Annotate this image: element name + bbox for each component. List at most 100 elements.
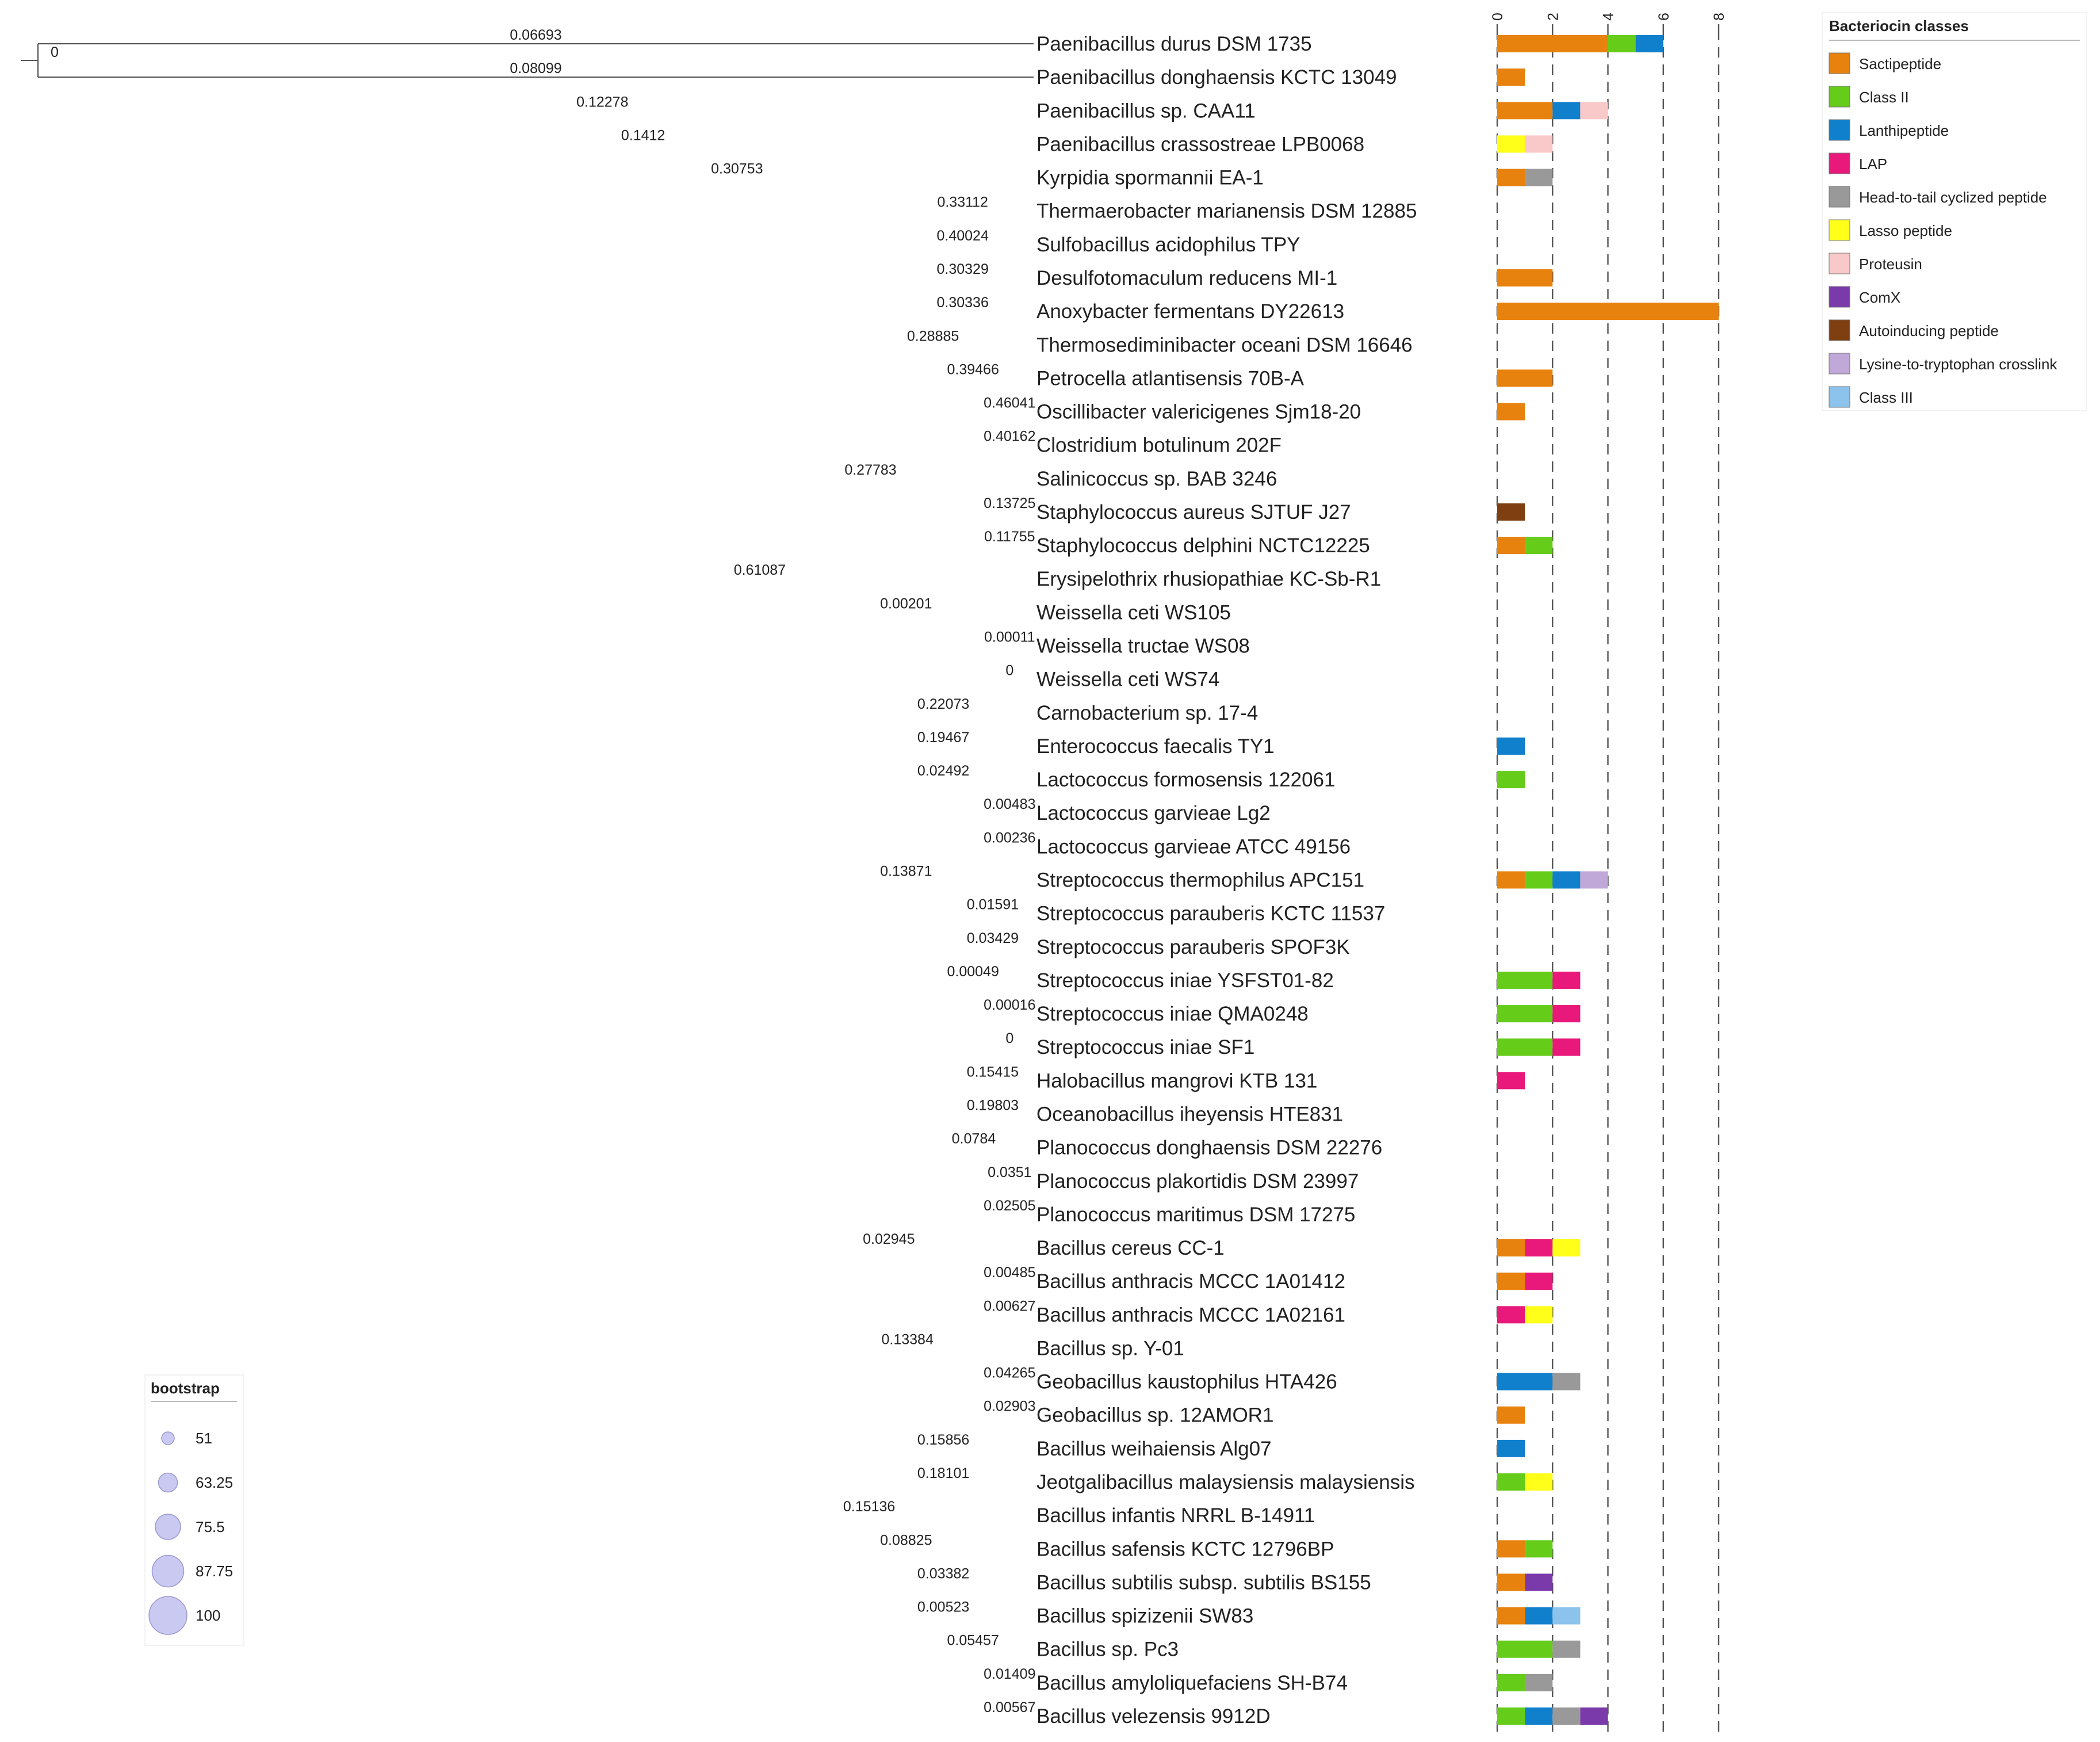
bar-segment — [1497, 1573, 1525, 1591]
legend-swatch — [1829, 119, 1850, 141]
tip-label: Anoxybacter fermentans DY22613 — [1036, 300, 1344, 323]
chart-tick-label: 2 — [1545, 13, 1561, 21]
legend-swatch — [1829, 286, 1850, 308]
bar-segment — [1525, 169, 1553, 186]
tip-label: Sulfobacillus acidophilus TPY — [1036, 234, 1300, 256]
tip-branch-length: 0.30336 — [937, 295, 989, 311]
tip-labels: Paenibacillus durus DSM 1735 Paenibacillu… — [1036, 33, 1417, 1728]
tip-label: Streptococcus parauberis SPOF3K — [1036, 936, 1350, 958]
tip-label: Salinicoccus sp. BAB 3246 — [1036, 468, 1277, 490]
bar-segment — [1525, 1473, 1553, 1491]
tip-branch-length: 0.02903 — [984, 1399, 1035, 1415]
legend-label: Lysine-to-tryptophan crosslink — [1859, 356, 2057, 373]
legend-title: Bacteriocin classes — [1829, 17, 1969, 35]
tip-label: Thermaerobacter marianensis DSM 12885 — [1036, 200, 1417, 223]
tip-branch-length: 0.02492 — [917, 763, 969, 779]
tip-branch-length: 0.03382 — [917, 1565, 969, 1581]
bar-segment — [1497, 537, 1525, 555]
tip-branch-length: 0.13384 — [882, 1331, 934, 1347]
bar-segment — [1497, 269, 1553, 286]
tip-label: Bacillus infantis NRRL B-14911 — [1036, 1504, 1315, 1527]
tip-branch-length: 0.19803 — [967, 1097, 1019, 1113]
bar-segment — [1580, 1707, 1608, 1725]
tip-label: Planococcus maritimus DSM 17275 — [1036, 1204, 1355, 1226]
bootstrap-legend-circle — [155, 1514, 181, 1540]
bootstrap-legend-circle — [151, 1554, 185, 1588]
tip-label: Petrocella atlantisensis 70B-A — [1036, 367, 1305, 389]
tip-label: Lactococcus garvieae ATCC 49156 — [1036, 835, 1351, 858]
bar-segment — [1525, 1540, 1553, 1558]
tip-label: Geobacillus kaustophilus HTA426 — [1036, 1371, 1337, 1393]
bar-segment — [1580, 871, 1608, 889]
chart-axis-ticks: 0 2 4 6 8 — [1490, 13, 1727, 30]
tip-branch-length: 0.15136 — [843, 1499, 895, 1515]
tip-branch-length: 0.22073 — [917, 696, 969, 712]
tip-label: Paenibacillus crassostreae LPB0068 — [1036, 133, 1364, 155]
bar-segment — [1525, 1306, 1553, 1324]
tip-label: Planococcus plakortidis DSM 23997 — [1036, 1170, 1359, 1193]
legend-swatch — [1829, 152, 1850, 174]
bar-segment — [1552, 1038, 1581, 1056]
legend-box — [1822, 12, 2087, 411]
tip-branch-length: 0.00627 — [984, 1298, 1035, 1314]
bar-segment — [1525, 1707, 1553, 1725]
tip-label: Oceanobacillus iheyensis HTE831 — [1036, 1103, 1343, 1125]
bootstrap-legend-label: 87.75 — [196, 1563, 233, 1580]
tip-branch-length: 0.00201 — [880, 595, 932, 612]
tip-label: Streptococcus iniae SF1 — [1036, 1036, 1254, 1059]
tip-label: Bacillus sp. Y-01 — [1036, 1337, 1184, 1359]
tip-branch-length: 0.0784 — [952, 1131, 996, 1147]
tip-branch-length: 0.40162 — [984, 429, 1035, 445]
tip-label: Oscillibacter valericigenes Sjm18-20 — [1036, 401, 1361, 423]
legend-label: Autoinducing peptide — [1859, 322, 1999, 339]
tip-label: Thermosediminibacter oceani DSM 16646 — [1036, 334, 1413, 356]
bar-segment — [1497, 369, 1553, 387]
bar-segment — [1552, 1640, 1581, 1658]
tip-branch-length: 0.18101 — [917, 1465, 969, 1481]
tip-label: Carnobacterium sp. 17-4 — [1036, 702, 1258, 724]
tip-branch-length: 0.40024 — [937, 228, 989, 244]
tip-branch-length: 0 — [1005, 663, 1013, 679]
bar-segment — [1497, 403, 1525, 421]
legend-label: Class III — [1859, 389, 1913, 406]
chart-tick-label: 8 — [1711, 13, 1727, 21]
legend-swatch — [1829, 353, 1850, 375]
bar-segment — [1497, 135, 1525, 153]
tip-branch-length: 0.13725 — [984, 495, 1035, 511]
tip-branch-length: 0.1412 — [621, 127, 665, 143]
tip-label: Clostridium botulinum 202F — [1036, 434, 1282, 457]
legend-swatch — [1829, 52, 1850, 74]
tip-label: Lactococcus garvieae Lg2 — [1036, 802, 1271, 824]
bar-segment — [1552, 871, 1581, 889]
tip-branch-length: 0 — [1005, 1030, 1013, 1046]
tip-branch-length: 0.13871 — [880, 864, 932, 880]
bar-segment — [1497, 169, 1525, 186]
internal-node-labels: 0 — [51, 44, 59, 60]
tip-label: Streptococcus iniae QMA0248 — [1036, 1003, 1309, 1025]
root-branch-length: 0 — [51, 44, 59, 60]
tip-branch-length: 0.12278 — [576, 94, 628, 110]
tip-branch-length: 0.03429 — [967, 930, 1019, 946]
tip-branch-length: 0.00523 — [917, 1599, 969, 1615]
bar-segment — [1497, 1239, 1525, 1257]
tip-label: Desulfotomaculum reducens MI-1 — [1036, 267, 1337, 289]
bar-segment — [1525, 871, 1553, 889]
tip-branch-length: 0.15856 — [917, 1432, 969, 1448]
tip-label: Streptococcus thermophilus APC151 — [1036, 869, 1364, 892]
bar-segment — [1497, 1306, 1525, 1324]
bar-segment — [1552, 1373, 1581, 1390]
bar-segment — [1497, 1005, 1553, 1023]
bootstrap-legend: bootstrap 51 63.25 75.5 87.75 100 — [144, 1374, 244, 1646]
tip-label: Kyrpidia spormannii EA-1 — [1036, 167, 1264, 189]
legend-label: ComX — [1859, 289, 1900, 306]
tip-label: Bacillus weihaiensis Alg07 — [1036, 1438, 1272, 1460]
bacteriocin-legend: Bacteriocin classes Sactipeptide Class II L… — [1822, 12, 2087, 411]
bar-segment — [1497, 1439, 1525, 1457]
tip-branch-length: 0.02505 — [984, 1198, 1035, 1214]
bar-segment — [1497, 1473, 1525, 1491]
bar-segment — [1552, 1239, 1581, 1257]
tip-branch-length: 0.33112 — [937, 194, 988, 211]
bar-segment — [1525, 1607, 1553, 1625]
bar-segment — [1497, 971, 1553, 989]
tip-branch-length: 0.04265 — [984, 1365, 1035, 1381]
